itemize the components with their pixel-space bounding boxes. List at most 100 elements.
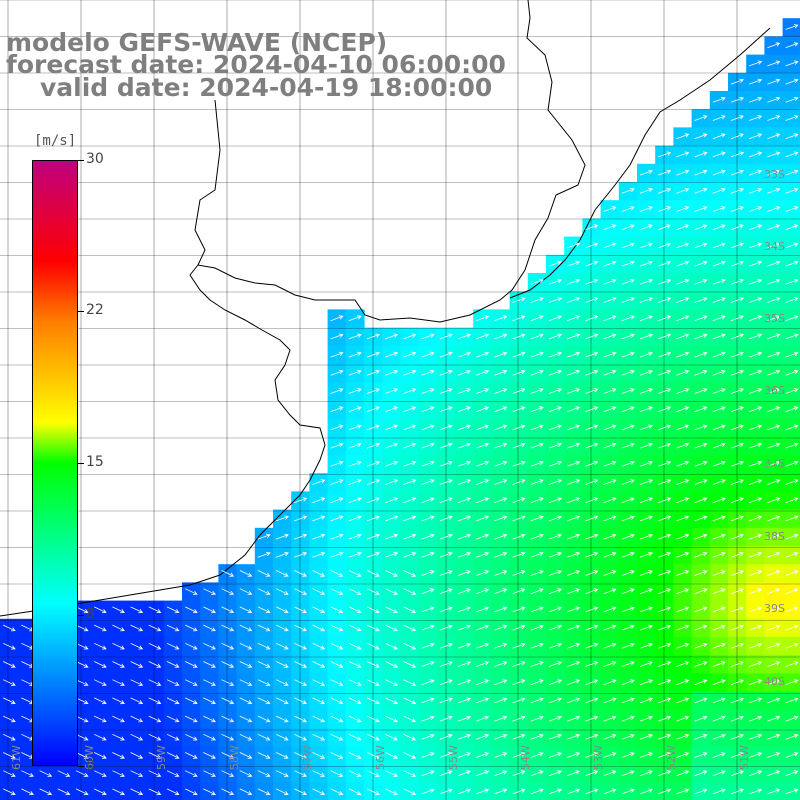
wind-arrow xyxy=(585,479,599,485)
wind-arrow xyxy=(439,515,453,522)
wind-arrow xyxy=(312,606,326,614)
wind-arrow xyxy=(730,169,744,176)
wind-arrow xyxy=(567,442,581,449)
wind-arrow xyxy=(603,242,617,249)
wind-arrow xyxy=(494,697,508,704)
wind-arrow xyxy=(148,606,162,614)
wind-arrow xyxy=(385,661,398,668)
wind-arrow xyxy=(439,533,453,540)
wind-arrow xyxy=(548,369,562,376)
wind-arrow xyxy=(348,570,362,577)
wind-arrow xyxy=(476,752,490,758)
wind-arrow xyxy=(366,479,380,485)
wind-arrow xyxy=(421,733,435,740)
wind-arrow xyxy=(512,733,526,740)
wind-arrow xyxy=(403,424,417,431)
wind-arrow xyxy=(676,788,690,795)
wind-arrow xyxy=(257,752,271,759)
wind-arrow xyxy=(185,788,198,796)
wind-arrow xyxy=(330,697,344,705)
wind-arrow xyxy=(767,770,781,777)
wind-arrow xyxy=(312,661,326,668)
wind-arrow xyxy=(385,588,398,595)
wind-arrow xyxy=(530,606,544,613)
wind-arrow xyxy=(530,351,544,358)
wind-arrow xyxy=(421,497,435,504)
wind-arrow xyxy=(130,679,144,686)
wind-arrow xyxy=(658,260,672,267)
wind-arrow xyxy=(639,715,653,722)
wind-arrow xyxy=(39,788,53,796)
wind-arrow xyxy=(367,642,380,650)
wind-arrow xyxy=(494,424,508,431)
wind-arrow xyxy=(330,733,344,741)
wind-arrow xyxy=(548,752,562,758)
lat-label: 38S xyxy=(764,530,785,543)
wind-arrow xyxy=(585,661,599,667)
wind-arrow xyxy=(694,679,708,686)
wind-arrow xyxy=(403,642,417,650)
wind-arrow xyxy=(621,297,635,303)
lon-label: 61W xyxy=(10,745,23,770)
wind-arrow xyxy=(548,733,562,740)
wind-cell xyxy=(273,782,292,800)
wind-arrow xyxy=(694,551,708,558)
wind-arrow xyxy=(348,697,362,705)
wind-arrow xyxy=(658,788,672,795)
wind-arrow xyxy=(749,715,763,722)
wind-arrow xyxy=(348,642,362,650)
wind-cell xyxy=(36,782,56,800)
wind-arrow xyxy=(548,460,562,467)
wind-arrow xyxy=(603,788,617,795)
wind-arrow xyxy=(476,697,490,704)
lon-label: 54W xyxy=(519,745,532,770)
wind-arrow xyxy=(785,388,799,394)
wind-arrow xyxy=(694,260,708,267)
wind-arrow xyxy=(585,442,599,449)
wind-arrow xyxy=(348,351,362,358)
wind-arrow xyxy=(203,733,216,741)
wind-arrow xyxy=(94,606,107,614)
wind-arrow xyxy=(694,406,708,413)
wind-arrow xyxy=(621,369,635,376)
wind-arrow xyxy=(749,515,763,522)
wind-arrow xyxy=(658,424,672,431)
wind-arrow xyxy=(385,679,398,686)
wind-arrow xyxy=(330,661,344,668)
wind-arrow xyxy=(348,679,362,686)
wind-arrow xyxy=(367,661,380,668)
wind-arrow xyxy=(658,570,672,576)
wind-arrow xyxy=(621,533,635,540)
wind-arrow xyxy=(530,515,544,522)
wind-arrow xyxy=(276,697,289,705)
wind-arrow xyxy=(749,406,763,413)
wind-arrow xyxy=(385,570,398,577)
wind-arrow xyxy=(749,369,763,376)
wind-arrow xyxy=(694,479,708,485)
wind-arrow xyxy=(658,369,672,376)
wind-arrow xyxy=(367,770,380,777)
wind-arrow xyxy=(166,770,180,777)
wind-arrow xyxy=(457,697,471,704)
wind-arrow xyxy=(585,606,599,613)
wind-arrow xyxy=(567,315,581,322)
wind-arrow xyxy=(348,369,362,376)
wind-arrow xyxy=(421,770,435,777)
wind-arrow xyxy=(712,133,726,140)
wind-arrow xyxy=(621,788,635,795)
wind-arrow xyxy=(275,515,289,522)
wind-arrow xyxy=(348,388,362,394)
wind-arrow xyxy=(130,733,144,741)
wind-arrow xyxy=(639,333,653,340)
wind-arrow xyxy=(203,788,216,796)
wind-arrow xyxy=(439,333,453,340)
wind-cell xyxy=(218,782,238,800)
wind-arrow xyxy=(767,588,781,595)
wind-arrow xyxy=(603,297,617,303)
wind-arrow xyxy=(203,642,216,650)
lat-label: 36S xyxy=(764,384,785,397)
wind-arrow xyxy=(658,642,672,649)
wind-arrow xyxy=(712,733,726,740)
wind-arrow xyxy=(3,624,16,632)
wind-arrow xyxy=(749,133,763,140)
